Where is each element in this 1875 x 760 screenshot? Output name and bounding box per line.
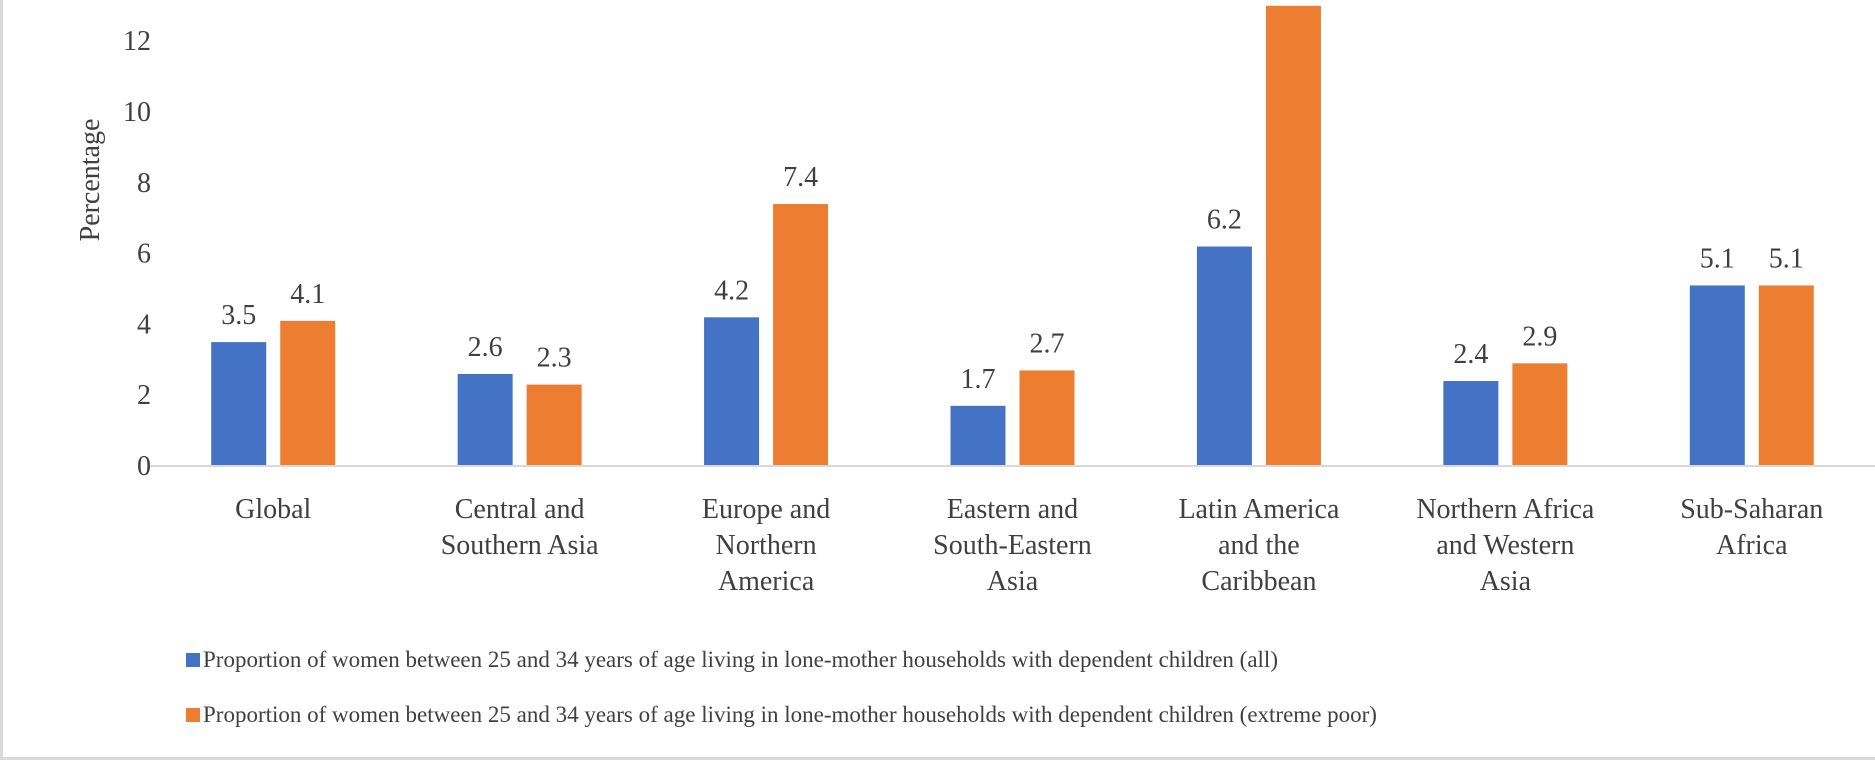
bar-series-2 [773,204,829,467]
category-label: Sub-Saharan Africa [1680,494,1823,561]
category-label: Northern Africa and Western Asia [1416,494,1595,597]
bar-series-2 [1758,285,1814,466]
frame-left-border [0,0,3,760]
category-labels-group: Global Central and Southern Asia Europe and… [235,494,1823,597]
bar-series-1 [1443,381,1499,466]
y-tick-label: 12 [123,26,151,57]
y-axis-title: Percentage [75,119,106,242]
data-label: 7.4 [783,162,818,193]
category-label: Central and Southern Asia [441,494,599,561]
y-axis-ticks: 0 2 4 6 8 10 12 [123,26,151,482]
bar-series-2 [1019,370,1075,466]
legend-swatch [186,653,200,667]
data-label: 2.6 [468,332,503,363]
y-tick-label: 2 [137,380,151,411]
data-label: 1.7 [961,364,996,395]
category-label: Latin America and the Caribbean [1178,494,1340,597]
category-label: Global [235,494,311,525]
category-label: Europe and Northern America [702,494,830,597]
legend-swatch [186,708,200,722]
bar-series-2 [280,320,336,466]
data-labels-group: 3.5 4.1 2.6 2.3 4.2 7.4 1.7 2.7 6.2 2.4 2.9 5.1 5.1 [221,162,1804,395]
bar-series-2 [526,384,582,466]
data-label: 2.9 [1522,321,1557,352]
data-label: 4.2 [714,275,749,306]
y-tick-label: 4 [137,309,151,340]
bar-series-1 [704,317,760,466]
bar-series-2 [1265,5,1321,467]
data-label: 5.1 [1700,243,1735,274]
bar-series-1 [457,373,513,466]
data-label: 4.1 [290,279,325,310]
data-label: 3.5 [221,300,256,331]
data-label: 6.2 [1207,205,1242,236]
bar-series-1 [950,405,1006,466]
bar-series-1 [211,342,267,466]
y-tick-label: 0 [137,451,151,482]
legend: Proportion of women between 25 and 34 ye… [186,647,1377,727]
y-tick-label: 8 [137,168,151,199]
data-label: 2.4 [1453,339,1488,370]
data-label: 2.7 [1030,328,1065,359]
data-label: 5.1 [1769,243,1804,274]
bars-group [211,5,1814,467]
legend-label: Proportion of women between 25 and 34 ye… [203,647,1278,672]
bar-series-1 [1196,246,1252,466]
legend-label: Proportion of women between 25 and 34 ye… [203,702,1377,727]
y-tick-label: 10 [123,97,151,128]
bar-series-1 [1689,285,1745,466]
frame-bottom-border [0,757,1875,760]
y-tick-label: 6 [137,239,151,270]
data-label: 2.3 [537,343,572,374]
bar-series-2 [1512,363,1568,466]
category-label: Eastern and South-Eastern Asia [933,494,1092,597]
